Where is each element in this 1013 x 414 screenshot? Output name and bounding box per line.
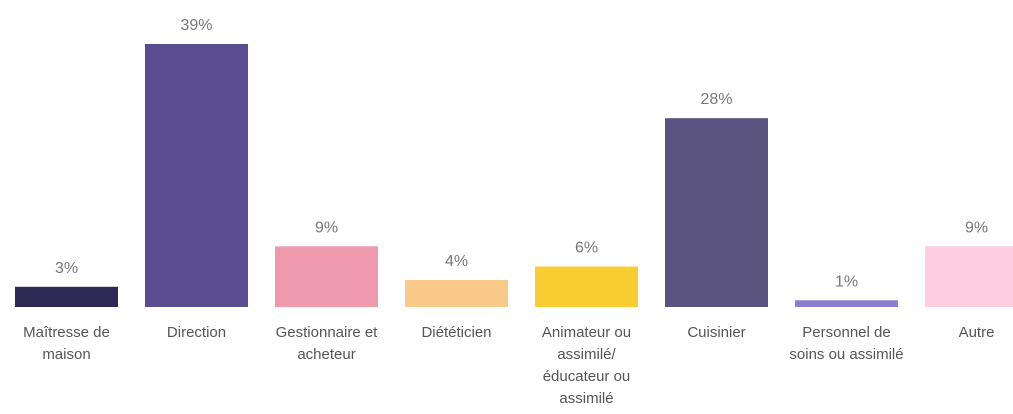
value-label: 4% <box>445 253 468 270</box>
bar <box>405 280 508 307</box>
value-label: 28% <box>700 91 732 108</box>
bar <box>145 44 248 307</box>
value-label: 39% <box>180 17 212 34</box>
bar <box>925 246 1013 307</box>
value-label: 6% <box>575 240 598 257</box>
x-tick-label: Personnel de soins ou assimilé <box>789 324 904 363</box>
x-tick-label: Direction <box>166 324 227 341</box>
x-tick-label: Maîtresse de maison <box>23 324 110 363</box>
x-tick-label: Gestionnaire et acheteur <box>275 324 378 363</box>
bar <box>15 286 118 307</box>
bar <box>665 118 768 307</box>
x-tick-label: Cuisinier <box>687 324 746 341</box>
value-label: 1% <box>835 273 858 290</box>
bar <box>275 246 378 307</box>
x-tick-label: Autre <box>958 324 995 341</box>
value-label: 3% <box>55 260 78 277</box>
bar <box>795 300 898 307</box>
x-tick-label: Animateur ou assimilé/ éducateur ou assi… <box>541 324 632 407</box>
value-label: 9% <box>965 219 988 236</box>
bar <box>535 266 638 307</box>
value-label: 9% <box>315 219 338 236</box>
x-tick-label: Diététicien <box>421 324 492 341</box>
